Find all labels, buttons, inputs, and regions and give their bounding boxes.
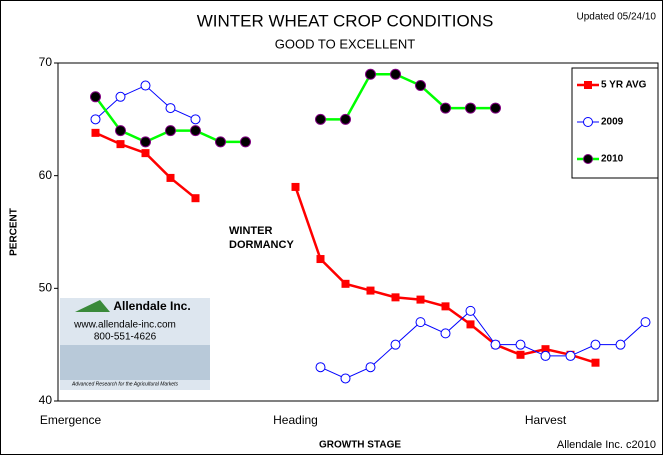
marker [216, 137, 226, 147]
marker [392, 293, 400, 301]
marker [641, 318, 650, 327]
logo: Allendale Inc. www.allendale-inc.com 800… [60, 298, 210, 390]
marker [466, 103, 476, 113]
marker [417, 296, 425, 304]
legend-marker [584, 155, 593, 164]
marker [241, 137, 251, 147]
marker [117, 140, 125, 148]
marker [591, 340, 600, 349]
marker [292, 183, 300, 191]
marker [141, 81, 150, 90]
marker [491, 340, 500, 349]
y-tick-label: 70 [39, 55, 53, 69]
credit: Allendale Inc. c2010 [557, 439, 656, 451]
x-tick-label: Emergence [40, 413, 102, 427]
y-tick-label: 40 [39, 393, 53, 407]
marker [541, 351, 550, 360]
logo-name: Allendale Inc. [113, 299, 190, 313]
marker [366, 69, 376, 79]
x-tick-label: Harvest [525, 413, 567, 427]
marker [566, 351, 575, 360]
marker [116, 126, 126, 136]
marker [166, 126, 176, 136]
legend-marker [584, 118, 593, 127]
annotation: DORMANCY [229, 239, 294, 251]
marker [467, 320, 475, 328]
logo-phone: 800-551-4626 [94, 332, 157, 343]
marker [191, 115, 200, 124]
logo-tagline: Advanced Research for the Agricultural M… [71, 381, 178, 387]
y-axis-label: PERCENT [9, 208, 20, 256]
marker [391, 69, 401, 79]
y-tick-label: 50 [39, 281, 53, 295]
marker [317, 255, 325, 263]
marker [116, 92, 125, 101]
marker [366, 363, 375, 372]
marker [141, 137, 151, 147]
marker [92, 129, 100, 137]
x-axis-label: GROWTH STAGE [319, 440, 401, 451]
marker [416, 318, 425, 327]
legend-label: 5 YR AVG [601, 80, 647, 91]
legend-label: 2010 [601, 154, 624, 165]
marker [192, 194, 200, 202]
chart-subtitle: GOOD TO EXCELLENT [275, 36, 415, 51]
marker [342, 280, 350, 288]
legend-label: 2009 [601, 117, 624, 128]
marker [341, 374, 350, 383]
marker [91, 115, 100, 124]
marker [442, 302, 450, 310]
updated-note: Updated 05/24/10 [576, 12, 656, 23]
marker [191, 126, 201, 136]
marker [166, 104, 175, 113]
marker [367, 287, 375, 295]
logo-url: www.allendale-inc.com [73, 320, 176, 331]
x-tick-label: Heading [273, 413, 318, 427]
marker [91, 92, 101, 102]
marker [391, 340, 400, 349]
marker [316, 363, 325, 372]
marker [441, 329, 450, 338]
marker [466, 306, 475, 315]
marker [491, 103, 501, 113]
chart-title: WINTER WHEAT CROP CONDITIONS [197, 11, 494, 30]
marker [316, 114, 326, 124]
marker [516, 340, 525, 349]
marker [142, 149, 150, 157]
y-tick-label: 60 [39, 168, 53, 182]
marker [167, 174, 175, 182]
marker [441, 103, 451, 113]
marker [416, 81, 426, 91]
marker [341, 114, 351, 124]
legend-marker [584, 81, 592, 89]
annotation: WINTER [229, 225, 272, 237]
logo-field [60, 345, 210, 380]
chart: WINTER WHEAT CROP CONDITIONS GOOD TO EXC… [0, 0, 663, 455]
marker [592, 359, 600, 367]
marker [616, 340, 625, 349]
marker [517, 351, 525, 359]
